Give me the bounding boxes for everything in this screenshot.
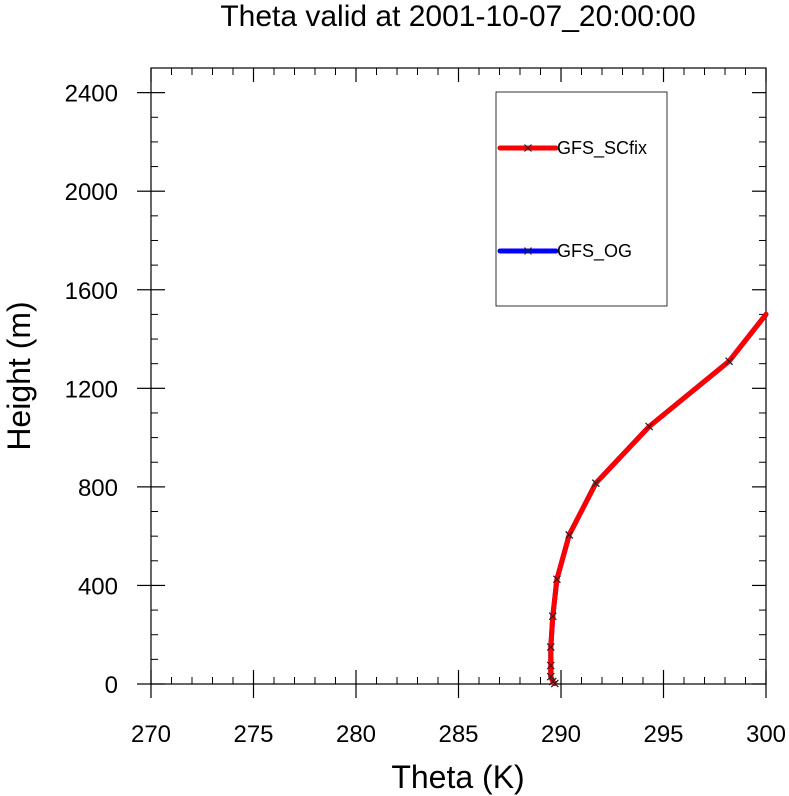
y-tick-label: 400: [78, 573, 118, 600]
y-tick-label: 0: [105, 672, 118, 699]
x-tick-label: 280: [336, 721, 376, 748]
series-marker: [546, 643, 555, 651]
legend-label: GFS_OG: [557, 241, 632, 262]
legend-item: GFS_OG: [497, 241, 632, 262]
y-tick-label: 2400: [65, 81, 118, 108]
legend-item: GFS_SCfix: [497, 138, 647, 159]
series-line: [548, 311, 769, 686]
x-tick-label: 290: [541, 721, 581, 748]
series-marker: [546, 661, 555, 670]
minor-ticks: [151, 67, 766, 684]
legend-label: GFS_SCfix: [557, 138, 647, 159]
series-marker: [553, 575, 561, 584]
major-ticks: [137, 68, 767, 698]
x-tick-label: 300: [746, 721, 786, 748]
x-tick-label: 285: [438, 721, 478, 748]
y-tick-label: 1200: [65, 376, 118, 403]
y-axis-label: Height (m): [1, 301, 37, 450]
series-gfs-scfix: [546, 311, 769, 688]
x-axis-label: Theta (K): [391, 759, 524, 795]
series-marker: [725, 357, 733, 366]
plot-area: [150, 67, 767, 685]
x-tick-label: 270: [131, 721, 171, 748]
series-marker: [524, 247, 532, 255]
x-tick-label: 275: [233, 721, 273, 748]
y-tick-label: 800: [78, 475, 118, 502]
series-marker: [548, 612, 557, 621]
x-tick-label: 295: [643, 721, 683, 748]
series-marker: [524, 144, 532, 152]
series-layer: [546, 311, 769, 688]
legend-box: [495, 91, 668, 307]
y-tick-label: 1600: [65, 278, 118, 305]
legend-items: GFS_SCfix GFS_OG: [497, 138, 647, 262]
series-marker: [645, 422, 654, 431]
x-tick-labels: 270 275 280 285 290 295 300: [131, 721, 786, 748]
chart-title: Theta valid at 2001-10-07_20:00:00: [220, 0, 695, 33]
series-marker: [591, 479, 600, 488]
y-tick-labels: 0 400 800 1200 1600 2000 2400: [65, 81, 118, 699]
series-line: [548, 311, 769, 686]
series-gfs-og: [546, 311, 769, 688]
series-marker: [565, 531, 574, 539]
y-tick-label: 2000: [65, 179, 118, 206]
series-marker: [546, 672, 555, 681]
legend: GFS_SCfix GFS_OG: [495, 91, 668, 307]
plot-frame: [150, 67, 767, 685]
series-marker: [548, 677, 557, 686]
